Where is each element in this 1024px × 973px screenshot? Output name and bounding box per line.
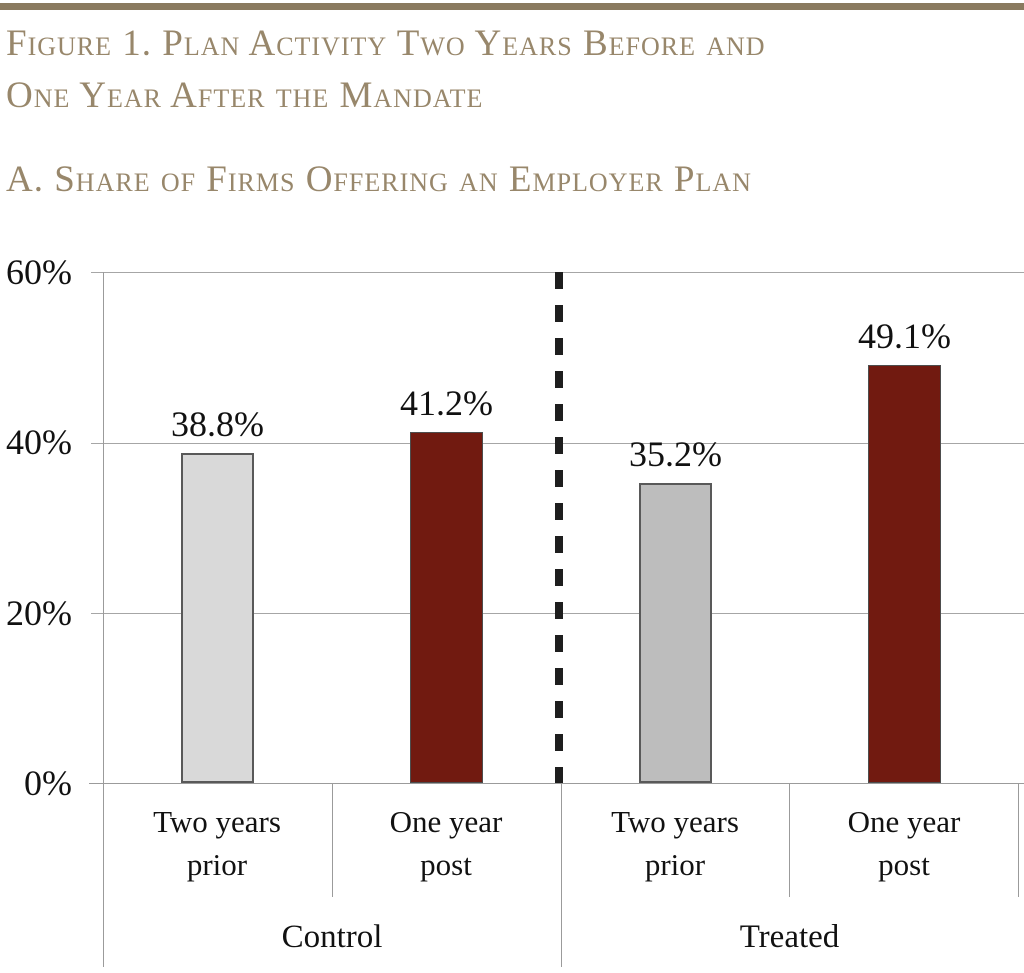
category-separator-treated bbox=[789, 783, 790, 897]
bar-treated-two-years-prior bbox=[639, 483, 712, 783]
bar-treated-one-year-post bbox=[868, 365, 941, 783]
bar-control-two-years-prior bbox=[181, 453, 254, 783]
data-label-control-prior: 38.8% bbox=[171, 404, 264, 444]
category-label-control-prior: Two years prior bbox=[153, 804, 281, 882]
y-tick-label-60pct: 60% bbox=[6, 252, 72, 292]
axis-table-right-border bbox=[1018, 783, 1019, 897]
group-separator-line bbox=[561, 783, 562, 967]
data-label-treated-post: 49.1% bbox=[858, 316, 951, 356]
figure-title-line2: One Year After the Mandate bbox=[6, 75, 484, 116]
y-tick-label-0pct: 0% bbox=[24, 763, 72, 803]
axis-table-left-border bbox=[103, 783, 104, 967]
accent-top-rule bbox=[0, 3, 1024, 10]
category-separator-control bbox=[332, 783, 333, 897]
group-label-control: Control bbox=[281, 919, 383, 955]
y-tick-label-40pct: 40% bbox=[6, 422, 72, 463]
panel-a-title: A. Share of Firms Offering an Employer P… bbox=[6, 159, 752, 200]
group-label-treated: Treated bbox=[739, 919, 840, 955]
y-axis-line bbox=[103, 272, 104, 967]
category-label-treated-post: One year post bbox=[847, 804, 961, 882]
category-label-treated-prior: Two years prior bbox=[611, 804, 739, 882]
x-axis-line bbox=[89, 783, 1024, 784]
category-label-control-post: One year post bbox=[389, 804, 503, 882]
y-tick-label-20pct: 20% bbox=[6, 592, 72, 633]
figure-title: Figure 1. Plan Activity Two Years Before… bbox=[6, 18, 1016, 122]
group-divider-dashed-line bbox=[555, 272, 563, 783]
data-label-treated-prior: 35.2% bbox=[629, 434, 722, 474]
figure-title-line1: Figure 1. Plan Activity Two Years Before… bbox=[6, 23, 766, 64]
bar-control-one-year-post bbox=[410, 432, 483, 783]
data-label-control-post: 41.2% bbox=[400, 383, 493, 423]
